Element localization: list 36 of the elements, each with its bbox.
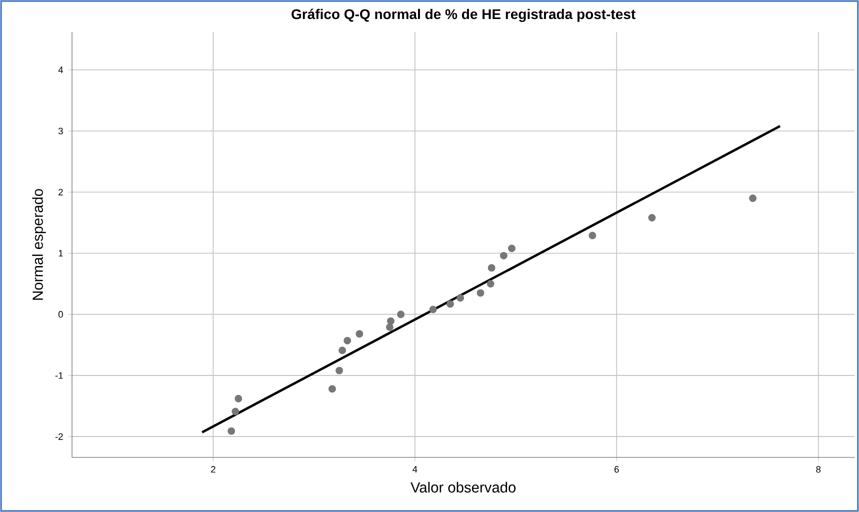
x-tick-label: 6 xyxy=(614,466,619,473)
y-tick-label: 2 xyxy=(58,188,63,196)
x-tick-label: 8 xyxy=(816,466,821,473)
point xyxy=(338,346,346,354)
point xyxy=(446,300,454,308)
y-tick-label: -1 xyxy=(55,372,63,379)
point xyxy=(356,330,364,338)
point xyxy=(397,310,405,318)
point xyxy=(488,264,496,272)
point xyxy=(648,214,656,222)
point xyxy=(456,294,464,302)
point xyxy=(234,394,242,402)
y-tick-label: 0 xyxy=(58,311,63,318)
y-tick-label: 3 xyxy=(58,128,63,134)
point xyxy=(344,336,352,344)
x-tick-label: 2 xyxy=(211,466,216,473)
point xyxy=(336,366,344,374)
x-tick-label: 4 xyxy=(412,466,418,472)
point xyxy=(386,317,394,325)
chart-title: Gráfico Q-Q normal de % de HE registrada post-test xyxy=(292,8,636,22)
y-tick-label: 4 xyxy=(58,66,64,74)
y-tick-label: -2 xyxy=(55,433,63,440)
y-axis-title: Normal esperado xyxy=(32,189,46,300)
point xyxy=(508,244,516,252)
point xyxy=(588,232,596,240)
point xyxy=(386,323,394,331)
point xyxy=(328,385,336,393)
point xyxy=(476,289,484,297)
point xyxy=(228,427,236,435)
point xyxy=(500,252,508,260)
point xyxy=(749,194,757,202)
x-axis-title: Valor observado xyxy=(410,482,516,493)
point xyxy=(232,408,240,416)
y-tick-label: 1 xyxy=(58,250,63,256)
point xyxy=(429,306,437,314)
point xyxy=(486,280,494,288)
